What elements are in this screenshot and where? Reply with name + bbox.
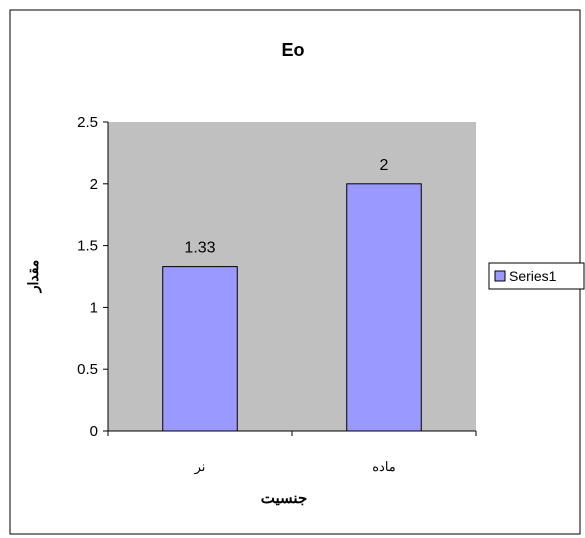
data-label: 1.33 — [184, 240, 215, 257]
data-label: 2 — [380, 157, 389, 174]
bar — [162, 266, 238, 432]
bar — [346, 183, 422, 432]
y-tick-label: 1 — [90, 299, 98, 316]
x-axis-ticks — [107, 431, 477, 436]
legend-swatch — [494, 270, 506, 282]
y-tick-label: 0 — [90, 423, 98, 440]
chart-title: Eo — [281, 40, 304, 60]
y-tick-label: 2 — [90, 176, 98, 193]
y-axis-title: مقدار — [25, 260, 42, 294]
y-tick-label: 1.5 — [77, 238, 98, 255]
legend: Series1 — [488, 262, 585, 290]
x-axis-title: جنسیت — [261, 490, 307, 507]
data-labels: 1.33 2 — [184, 157, 388, 257]
x-category-labels: نر ماده — [194, 459, 396, 475]
bar-series — [162, 183, 422, 432]
x-category-label: نر — [194, 459, 206, 475]
y-axis-ticks: 0 0.5 1 1.5 2 2.5 — [77, 114, 108, 440]
y-tick-label: 2.5 — [77, 114, 98, 131]
x-category-label: ماده — [372, 459, 396, 474]
y-tick-label: 0.5 — [77, 361, 98, 378]
legend-label: Series1 — [509, 268, 557, 284]
